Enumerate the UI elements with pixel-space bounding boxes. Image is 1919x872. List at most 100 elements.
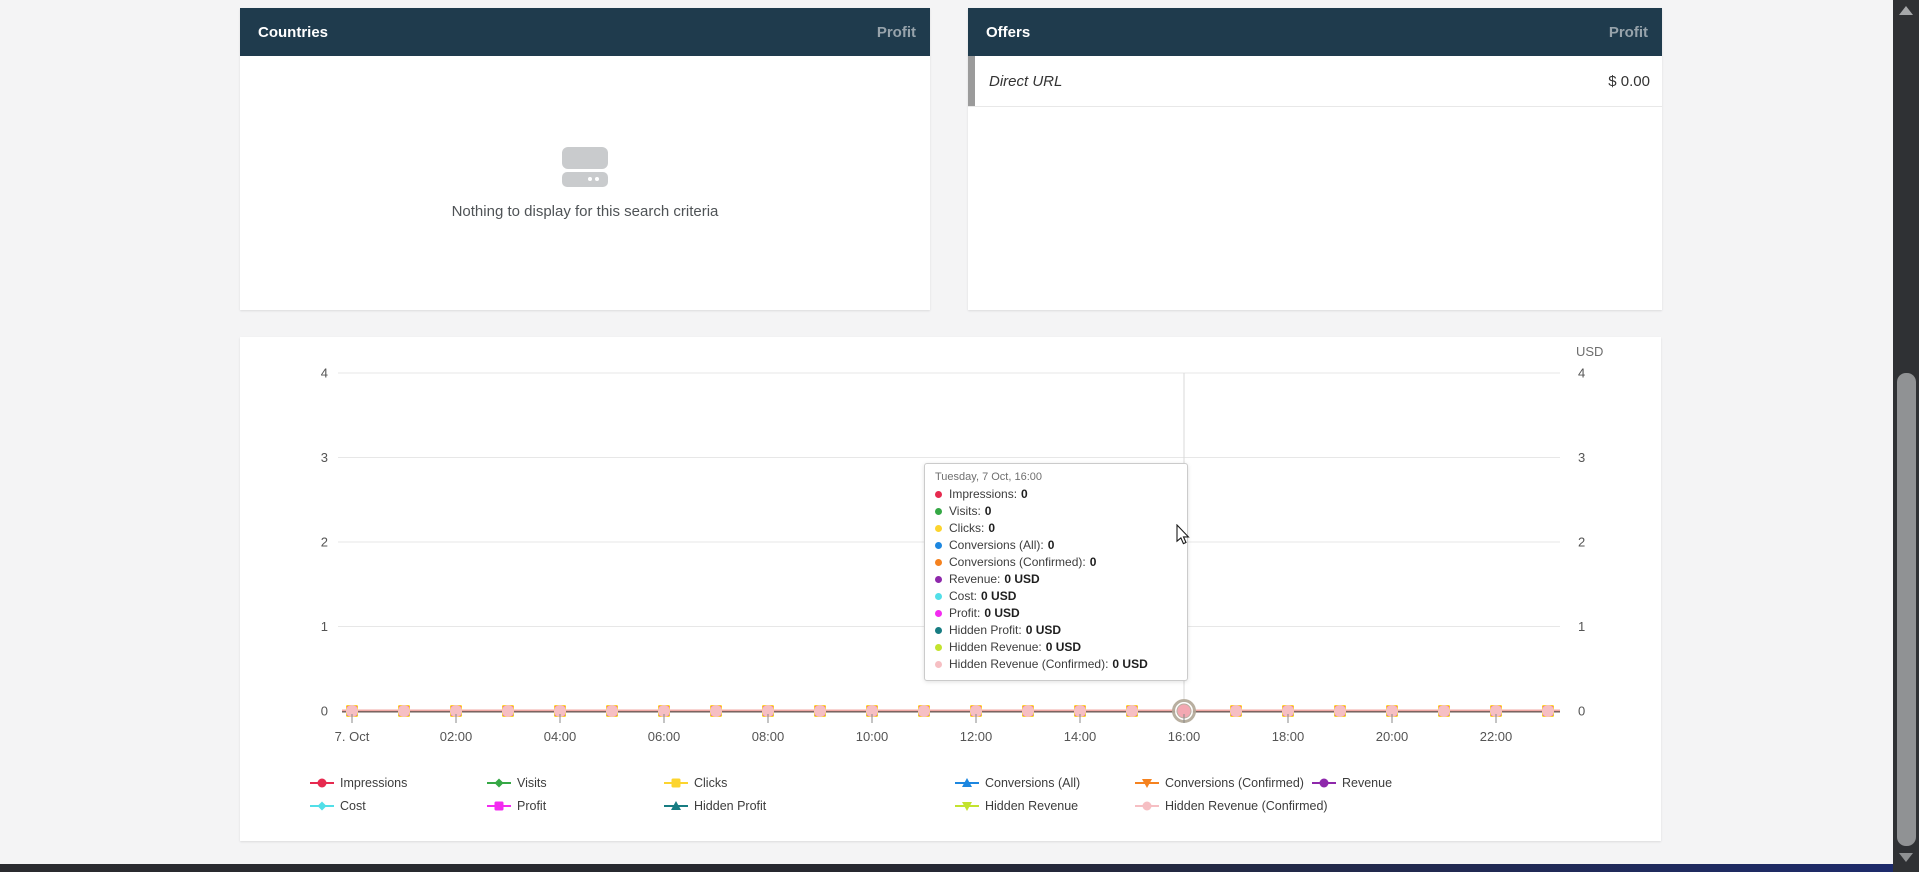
chart-y-labels-left: 4 3 2 1 0 bbox=[321, 366, 328, 719]
impressions-marker-icon bbox=[310, 778, 334, 787]
svg-text:04:00: 04:00 bbox=[544, 729, 577, 744]
svg-text:12:00: 12:00 bbox=[960, 729, 993, 744]
conversions-all-marker-icon bbox=[955, 777, 979, 787]
legend-label: Clicks bbox=[694, 775, 728, 790]
countries-panel-header: Countries Profit bbox=[240, 8, 930, 56]
svg-text:4: 4 bbox=[1578, 366, 1585, 381]
svg-text:0: 0 bbox=[1578, 704, 1585, 719]
tooltip-series-dot bbox=[935, 576, 942, 583]
chart-legend: Impressions Visits Clicks Conversions (All)… bbox=[310, 771, 1392, 817]
legend-item-conversions-confirmed[interactable]: Conversions (Confirmed) bbox=[1135, 776, 1312, 790]
tooltip-series-dot bbox=[935, 627, 942, 634]
tooltip-series-dot bbox=[935, 610, 942, 617]
tooltip-series-dot bbox=[935, 644, 942, 651]
empty-state-text: Nothing to display for this search crite… bbox=[451, 202, 719, 220]
svg-text:1: 1 bbox=[1578, 619, 1585, 634]
tooltip-item-revenue: Revenue: 0 USD bbox=[935, 571, 1177, 588]
legend-item-revenue[interactable]: Revenue bbox=[1312, 776, 1392, 790]
svg-text:22:00: 22:00 bbox=[1480, 729, 1513, 744]
tooltip-item-profit: Profit: 0 USD bbox=[935, 605, 1177, 622]
legend-item-cost[interactable]: Cost bbox=[310, 799, 487, 813]
mouse-cursor bbox=[1176, 524, 1190, 545]
legend-item-hidden-revenue-confirmed[interactable]: Hidden Revenue (Confirmed) bbox=[1135, 799, 1328, 813]
svg-text:18:00: 18:00 bbox=[1272, 729, 1305, 744]
offers-panel-header: Offers Profit bbox=[968, 8, 1662, 56]
tooltip-item-hidden-profit: Hidden Profit: 0 USD bbox=[935, 622, 1177, 639]
legend-label: Visits bbox=[517, 775, 547, 790]
empty-data-icon bbox=[562, 146, 608, 189]
offers-left-scrollbar-thumb[interactable] bbox=[968, 56, 975, 106]
tooltip-title: Tuesday, 7 Oct, 16:00 bbox=[935, 471, 1043, 483]
svg-text:20:00: 20:00 bbox=[1376, 729, 1409, 744]
svg-text:3: 3 bbox=[1578, 450, 1585, 465]
svg-text:06:00: 06:00 bbox=[648, 729, 681, 744]
scrollbar-thumb[interactable] bbox=[1896, 373, 1916, 846]
hidden-profit-marker-icon bbox=[664, 800, 688, 810]
legend-label: Profit bbox=[517, 798, 547, 813]
offers-list: Direct URL $ 0.00 bbox=[968, 56, 1662, 310]
offer-row[interactable]: Direct URL $ 0.00 bbox=[968, 56, 1662, 107]
scrollbar-down-arrow-icon[interactable] bbox=[1899, 853, 1913, 862]
svg-text:08:00: 08:00 bbox=[752, 729, 785, 744]
tooltip-item-conversions-all: Conversions (All): 0 bbox=[935, 537, 1177, 554]
legend-label: Conversions (Confirmed) bbox=[1165, 775, 1304, 790]
revenue-marker-icon bbox=[1312, 778, 1336, 787]
legend-item-hidden-profit[interactable]: Hidden Profit bbox=[664, 799, 955, 813]
chart-x-ticks bbox=[351, 714, 1497, 723]
svg-text:16:00: 16:00 bbox=[1168, 729, 1201, 744]
svg-text:2: 2 bbox=[321, 535, 328, 550]
legend-label: Impressions bbox=[340, 775, 408, 790]
countries-panel-title: Countries bbox=[258, 23, 329, 41]
tooltip-item-impressions: Impressions: 0 bbox=[935, 486, 1177, 503]
page-scrollbar[interactable] bbox=[1893, 0, 1919, 872]
tooltip-item-hidden-revenue-confirmed: Hidden Revenue (Confirmed): 0 USD bbox=[935, 656, 1177, 673]
chart-unit-label: USD bbox=[1576, 344, 1604, 359]
legend-item-clicks[interactable]: Clicks bbox=[664, 776, 955, 790]
tooltip-series-dot bbox=[935, 559, 942, 566]
chart-x-labels: 7. Oct 02:00 04:00 06:00 08:00 10:00 12:00 14:0… bbox=[335, 729, 1513, 744]
countries-metric-header[interactable]: Profit bbox=[876, 23, 916, 41]
tooltip-series-dot bbox=[935, 491, 942, 498]
conversions-confirmed-marker-icon bbox=[1135, 778, 1159, 788]
offers-metric-header[interactable]: Profit bbox=[1608, 23, 1648, 41]
cost-marker-icon bbox=[310, 801, 334, 810]
tooltip-item-conversions-confirmed: Conversions (Confirmed): 0 bbox=[935, 554, 1177, 571]
svg-text:2: 2 bbox=[1578, 535, 1585, 550]
scrollbar-up-arrow-icon[interactable] bbox=[1899, 6, 1913, 15]
svg-text:3: 3 bbox=[321, 450, 328, 465]
offers-panel: Offers Profit Direct URL $ 0.00 bbox=[968, 8, 1662, 310]
footer-bar bbox=[0, 864, 1893, 872]
offers-panel-title: Offers bbox=[986, 23, 1031, 41]
legend-label: Cost bbox=[340, 798, 366, 813]
tooltip-series-dot bbox=[935, 525, 942, 532]
legend-label: Revenue bbox=[1342, 775, 1393, 790]
offer-profit-value: $ 0.00 bbox=[1608, 72, 1650, 90]
legend-item-hidden-revenue[interactable]: Hidden Revenue bbox=[955, 799, 1135, 813]
hidden-revenue-marker-icon bbox=[955, 801, 979, 811]
tooltip-series-dot bbox=[935, 542, 942, 549]
legend-item-conversions-all[interactable]: Conversions (All) bbox=[955, 776, 1135, 790]
countries-panel: Countries Profit Nothing to display for … bbox=[240, 8, 930, 310]
countries-empty-state: Nothing to display for this search crite… bbox=[240, 56, 930, 310]
legend-label: Conversions (All) bbox=[985, 775, 1081, 790]
svg-text:1: 1 bbox=[321, 619, 328, 634]
tooltip-item-visits: Visits: 0 bbox=[935, 503, 1177, 520]
legend-item-profit[interactable]: Profit bbox=[487, 799, 664, 813]
chart-tooltip: Tuesday, 7 Oct, 16:00 Impressions: 0 Visit… bbox=[924, 463, 1188, 681]
svg-text:14:00: 14:00 bbox=[1064, 729, 1097, 744]
visits-marker-icon bbox=[487, 778, 511, 787]
legend-label: Hidden Revenue bbox=[985, 798, 1079, 813]
tooltip-item-hidden-revenue: Hidden Revenue: 0 USD bbox=[935, 639, 1177, 656]
chart-panel: USD 4 3 2 1 0 4 3 2 1 0 7. Oct 02:00 04:00 06:00 08:00… bbox=[240, 337, 1661, 841]
offer-name: Direct URL bbox=[989, 72, 1063, 90]
hidden-revenue-confirmed-marker-icon bbox=[1135, 801, 1159, 810]
svg-text:10:00: 10:00 bbox=[856, 729, 889, 744]
tooltip-series-dot bbox=[935, 593, 942, 600]
svg-text:0: 0 bbox=[321, 704, 328, 719]
chart-y-labels-right: 4 3 2 1 0 bbox=[1578, 366, 1585, 719]
legend-item-impressions[interactable]: Impressions bbox=[310, 776, 487, 790]
legend-label: Hidden Revenue (Confirmed) bbox=[1165, 798, 1328, 813]
legend-item-visits[interactable]: Visits bbox=[487, 776, 664, 790]
svg-text:4: 4 bbox=[321, 366, 328, 381]
